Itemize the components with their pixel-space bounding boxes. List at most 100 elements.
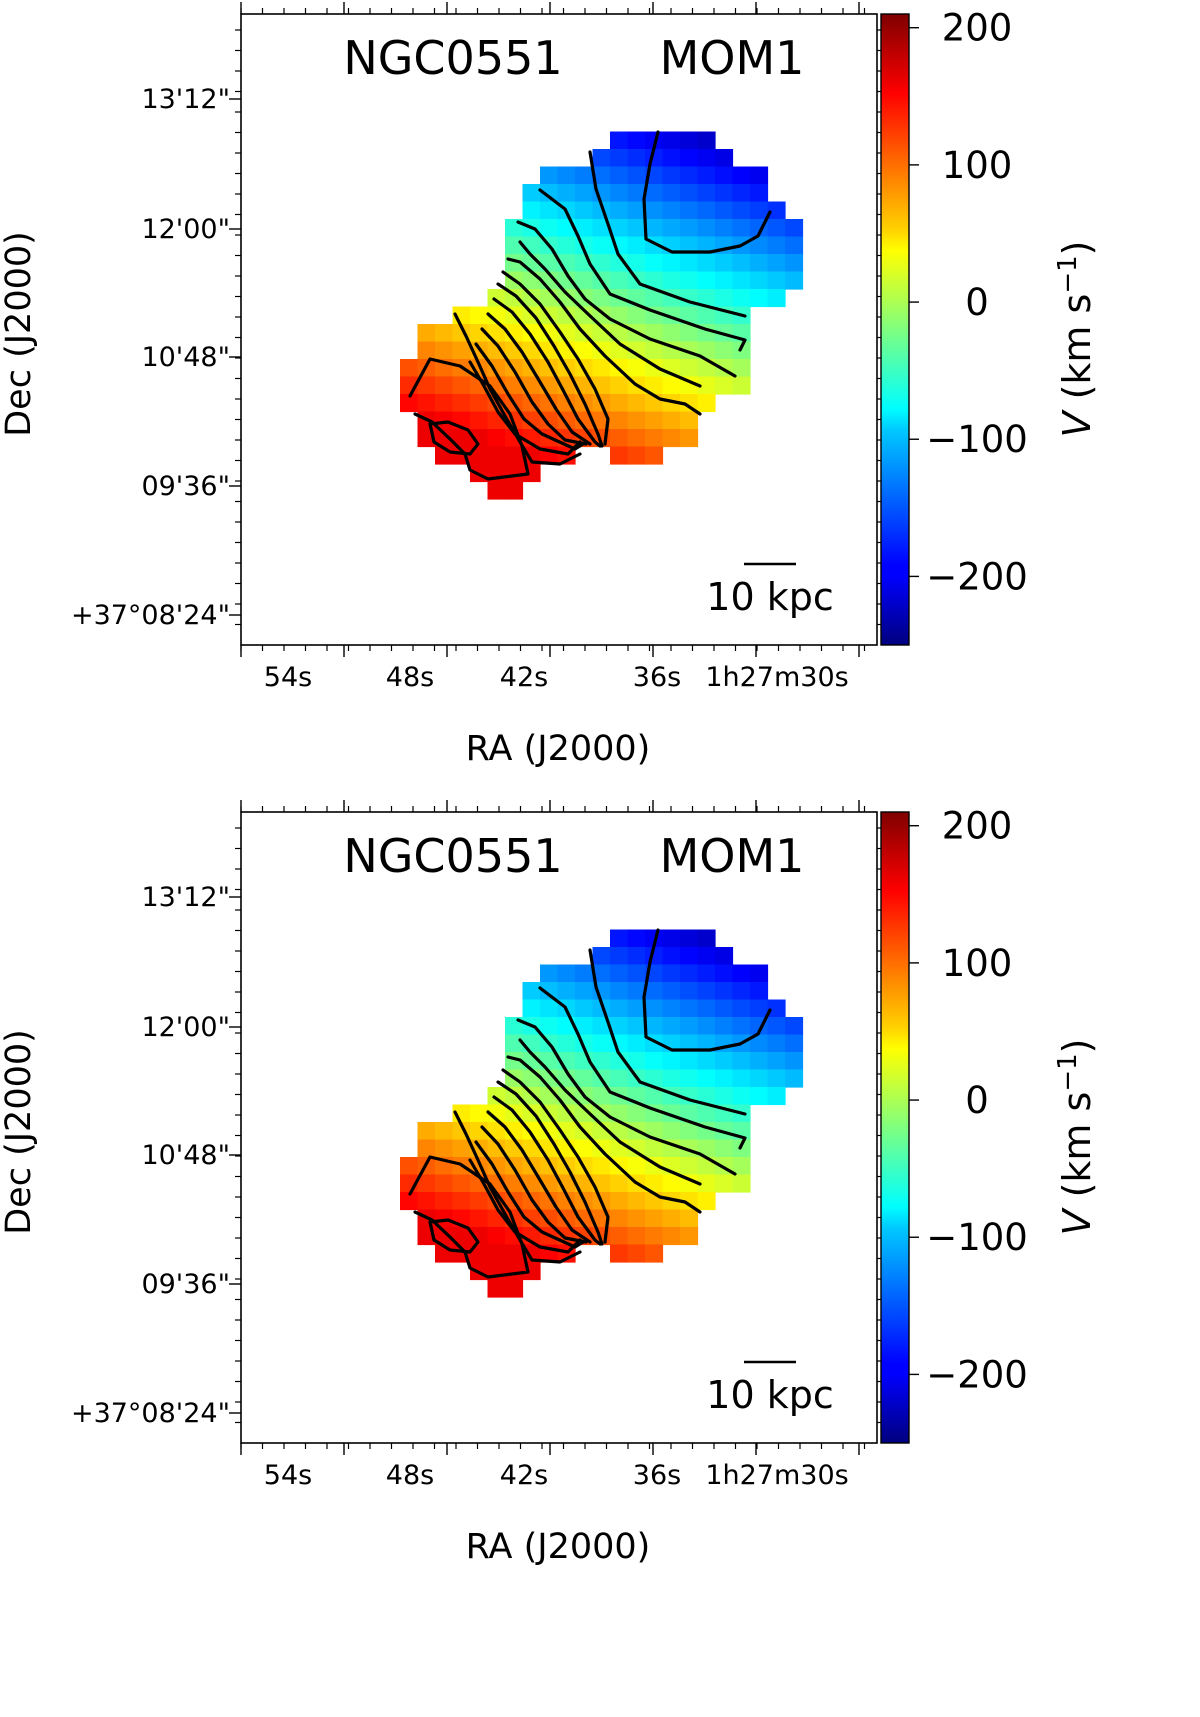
velocity-pixel — [767, 1052, 786, 1071]
velocity-pixel — [522, 271, 541, 290]
velocity-pixel — [697, 376, 716, 395]
x-tick-label: 48s — [386, 662, 434, 693]
velocity-pixel — [680, 947, 699, 966]
velocity-pixel — [540, 166, 559, 185]
velocity-pixel — [697, 1104, 716, 1123]
velocity-pixel — [767, 999, 786, 1018]
velocity-pixel — [645, 1069, 664, 1088]
velocity-pixel — [785, 1052, 804, 1071]
velocity-pixel — [750, 1069, 769, 1088]
velocity-pixel — [505, 1034, 524, 1053]
y-tick-label: 10'48" — [141, 342, 230, 373]
velocity-pixel — [575, 982, 594, 1001]
velocity-pixel — [645, 429, 664, 448]
velocity-pixel — [785, 254, 804, 273]
velocity-pixel — [592, 1017, 611, 1036]
velocity-pixel — [540, 982, 559, 1001]
velocity-pixel — [767, 1087, 786, 1106]
velocity-pixel — [522, 411, 541, 430]
velocity-pixel — [732, 1139, 751, 1158]
velocity-pixel — [697, 254, 716, 273]
velocity-pixel — [662, 1069, 681, 1088]
velocity-pixel — [680, 429, 699, 448]
velocity-pixel — [400, 394, 419, 413]
velocity-pixel — [505, 1244, 524, 1263]
velocity-pixel — [732, 289, 751, 308]
velocity-pixel — [627, 964, 646, 983]
velocity-pixel — [715, 341, 734, 360]
velocity-pixel — [417, 1139, 436, 1158]
velocity-pixel — [732, 1174, 751, 1193]
velocity-pixel — [592, 964, 611, 983]
velocity-pixel — [697, 184, 716, 203]
velocity-pixel — [610, 446, 629, 465]
velocity-pixel — [627, 166, 646, 185]
velocity-pixel — [522, 236, 541, 255]
velocity-pixel — [645, 1244, 664, 1263]
velocity-pixel — [557, 166, 576, 185]
velocity-pixel — [487, 1279, 506, 1298]
velocity-pixel — [785, 271, 804, 290]
velocity-pixel — [680, 131, 699, 150]
velocity-contour — [516, 220, 737, 378]
velocity-pixel — [645, 1139, 664, 1158]
velocity-pixel — [400, 359, 419, 378]
velocity-pixel — [785, 219, 804, 238]
velocity-pixel — [715, 999, 734, 1018]
colorbar — [880, 13, 910, 646]
velocity-pixel — [575, 184, 594, 203]
velocity-pixel — [540, 201, 559, 220]
velocity-pixel — [435, 341, 454, 360]
velocity-pixel — [662, 1052, 681, 1071]
velocity-pixel — [557, 184, 576, 203]
y-tick-label: 12'00" — [141, 214, 230, 245]
velocity-contour — [480, 1125, 588, 1244]
velocity-pixel — [557, 1104, 576, 1123]
velocity-pixel — [785, 1069, 804, 1088]
velocity-pixel — [750, 271, 769, 290]
velocity-pixel — [592, 1104, 611, 1123]
y-axis-label: Dec (J2000) — [0, 1029, 39, 1235]
velocity-pixel — [470, 306, 489, 325]
velocity-pixel — [435, 1209, 454, 1228]
velocity-pixel — [697, 166, 716, 185]
velocity-pixel — [557, 1034, 576, 1053]
velocity-pixel — [575, 306, 594, 325]
colorbar-tick-label: −100 — [926, 418, 1028, 461]
y-tick-label: 12'00" — [141, 1012, 230, 1043]
velocity-pixel — [452, 1227, 471, 1246]
velocity-pixel — [592, 1087, 611, 1106]
velocity-pixel — [627, 1139, 646, 1158]
velocity-pixel — [697, 219, 716, 238]
velocity-pixel — [557, 271, 576, 290]
velocity-pixel — [645, 999, 664, 1018]
velocity-pixel — [435, 1139, 454, 1158]
velocity-pixel — [610, 999, 629, 1018]
velocity-pixel — [767, 201, 786, 220]
velocity-contour — [453, 1110, 582, 1264]
velocity-pixel — [557, 982, 576, 1001]
velocity-pixel — [610, 1052, 629, 1071]
velocity-pixel — [487, 1139, 506, 1158]
velocity-pixel — [610, 947, 629, 966]
velocity-pixel — [715, 184, 734, 203]
velocity-pixel — [627, 254, 646, 273]
velocity-pixel — [575, 219, 594, 238]
velocity-pixel — [627, 131, 646, 150]
velocity-pixel — [662, 1192, 681, 1211]
velocity-pixel — [592, 1122, 611, 1141]
velocity-pixel — [645, 376, 664, 395]
velocity-pixel — [400, 1157, 419, 1176]
velocity-pixel — [750, 1034, 769, 1053]
velocity-pixel — [662, 999, 681, 1018]
velocity-pixel — [732, 1069, 751, 1088]
velocity-pixel — [680, 166, 699, 185]
velocity-pixel — [470, 429, 489, 448]
contours — [408, 928, 772, 1279]
velocity-pixel — [715, 1087, 734, 1106]
velocity-pixel — [452, 1192, 471, 1211]
velocity-contour — [492, 297, 602, 448]
velocity-pixel — [522, 1209, 541, 1228]
velocity-pixel — [680, 1209, 699, 1228]
velocity-pixel — [785, 1034, 804, 1053]
